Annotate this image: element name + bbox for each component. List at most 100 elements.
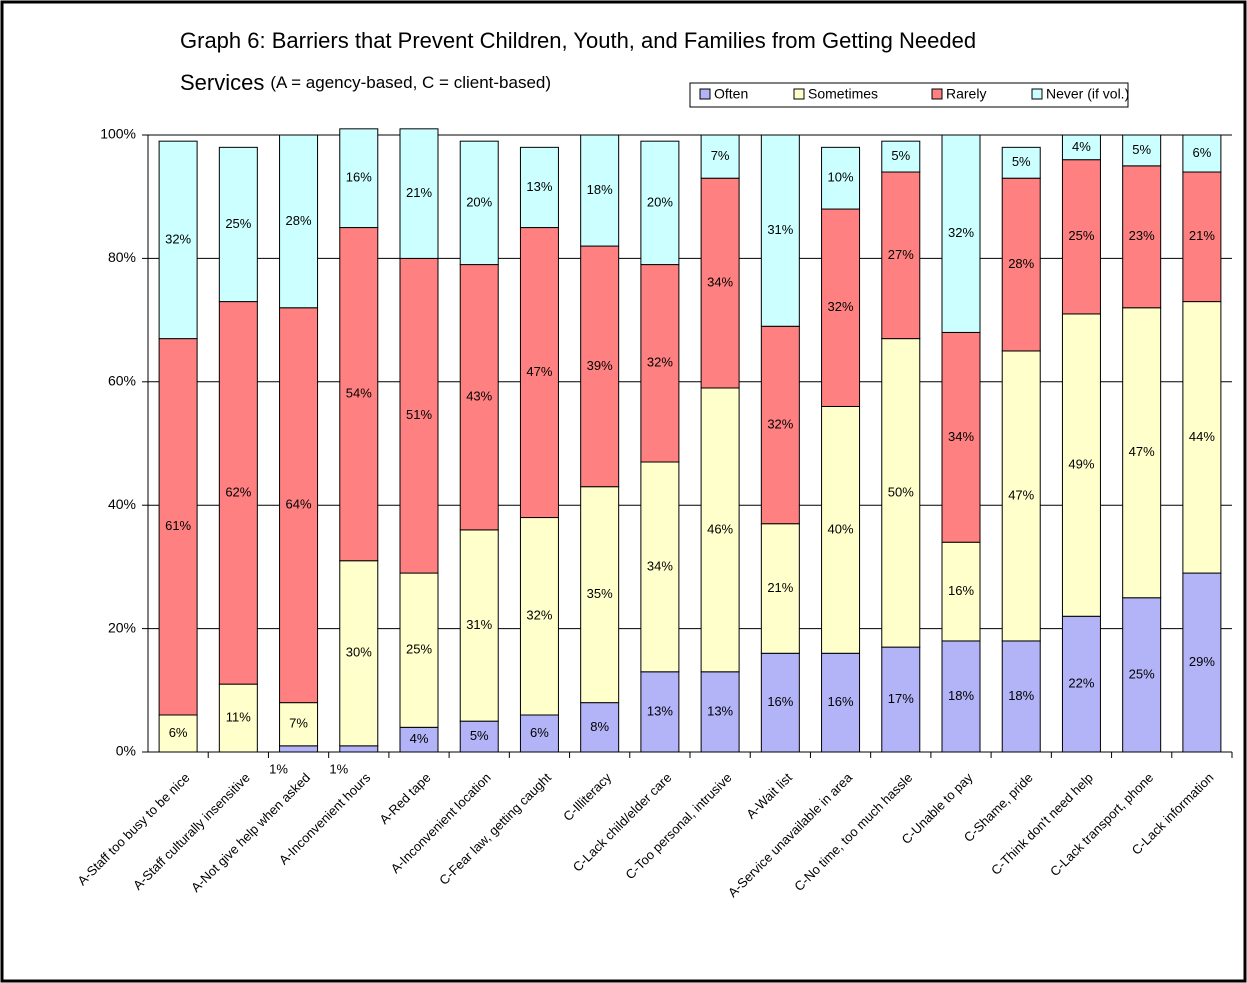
- data-label: 25%: [1068, 228, 1094, 243]
- data-label: 5%: [891, 148, 910, 163]
- legend-box: [689, 82, 1129, 108]
- data-label: 61%: [165, 518, 191, 533]
- data-label: 7%: [711, 148, 730, 163]
- y-tick-label: 60%: [108, 373, 136, 389]
- bar-segment: [881, 338, 921, 648]
- data-label: 32%: [767, 416, 793, 431]
- bar-segment: [1182, 171, 1222, 303]
- bar-segment: [640, 461, 680, 673]
- data-label: 28%: [1008, 256, 1034, 271]
- bar-segment: [1182, 301, 1222, 574]
- data-label: 49%: [1068, 457, 1094, 472]
- bar-segment: [941, 134, 981, 333]
- bar-segment: [700, 387, 740, 673]
- data-label: 4%: [410, 731, 429, 746]
- data-label: 5%: [1132, 142, 1151, 157]
- data-label: 23%: [1129, 228, 1155, 243]
- y-tick-label: 40%: [108, 496, 136, 512]
- data-label: 32%: [948, 225, 974, 240]
- data-label: 34%: [948, 429, 974, 444]
- bar-segment: [1001, 146, 1041, 179]
- data-label: 31%: [466, 617, 492, 632]
- bar-segment: [941, 640, 981, 753]
- bar-segment: [339, 745, 379, 753]
- bar-segment: [218, 146, 258, 303]
- data-label: 13%: [526, 179, 552, 194]
- bar-segment: [1061, 615, 1101, 753]
- data-label: 20%: [466, 194, 492, 209]
- data-label: 32%: [647, 355, 673, 370]
- bar-segment: [1122, 597, 1162, 753]
- bar-segment: [459, 529, 499, 722]
- data-label: 7%: [289, 716, 308, 731]
- data-label: 13%: [707, 703, 733, 718]
- data-label: 35%: [587, 586, 613, 601]
- data-label: 43%: [466, 389, 492, 404]
- data-label: 34%: [707, 275, 733, 290]
- chart-title: Services (A = agency-based, C = client-ba…: [180, 70, 551, 95]
- data-label: 21%: [767, 580, 793, 595]
- legend-label: Sometimes: [808, 86, 878, 102]
- data-label: 13%: [647, 703, 673, 718]
- bar-segment: [399, 257, 439, 574]
- bar-segment: [760, 652, 800, 753]
- data-label: 18%: [948, 688, 974, 703]
- bar-segment: [279, 702, 319, 747]
- bar-segment: [519, 227, 559, 519]
- legend-swatch: [931, 88, 943, 100]
- bar-segment: [821, 208, 861, 407]
- data-label: 32%: [165, 231, 191, 246]
- data-label: 16%: [767, 694, 793, 709]
- bar-segment: [399, 128, 439, 259]
- legend: Often Sometimes Rarely Never (if vol.): [689, 82, 1129, 108]
- data-label: 5%: [470, 728, 489, 743]
- bar-segment: [1122, 165, 1162, 309]
- bar-segment: [1061, 134, 1101, 161]
- data-label: 50%: [888, 484, 914, 499]
- data-label: 6%: [530, 725, 549, 740]
- data-label: 1%: [329, 761, 348, 776]
- bar-segment: [279, 307, 319, 704]
- data-label: 46%: [707, 521, 733, 536]
- bar-segment: [339, 227, 379, 562]
- bar-segment: [279, 745, 319, 753]
- legend-swatch: [793, 88, 805, 100]
- bar-segment: [459, 140, 499, 266]
- bar-segment: [399, 726, 439, 753]
- bar-segment: [279, 134, 319, 309]
- bar-segment: [339, 128, 379, 229]
- data-label: 29%: [1189, 654, 1215, 669]
- data-label: 21%: [1189, 228, 1215, 243]
- data-label: 6%: [1192, 145, 1211, 160]
- chart-subtitle: (A = agency-based, C = client-based): [270, 73, 551, 92]
- data-label: 5%: [1012, 154, 1031, 169]
- data-label: 20%: [647, 194, 673, 209]
- data-label: 54%: [346, 386, 372, 401]
- data-label: 16%: [948, 583, 974, 598]
- data-label: 21%: [406, 185, 432, 200]
- legend-label: Never (if vol.): [1046, 86, 1129, 102]
- bar-segment: [640, 264, 680, 463]
- bar-segment: [700, 134, 740, 179]
- data-label: 31%: [767, 222, 793, 237]
- bar-segment: [519, 146, 559, 229]
- bar-segment: [580, 702, 620, 753]
- bar-segment: [1061, 313, 1101, 617]
- data-label: 22%: [1068, 676, 1094, 691]
- bar-segment: [1182, 134, 1222, 173]
- bar-segment: [158, 140, 198, 340]
- bar-segment: [640, 671, 680, 753]
- y-tick-label: 100%: [100, 126, 136, 142]
- bar-segment: [821, 652, 861, 753]
- bar-segment: [941, 541, 981, 642]
- legend-swatch: [699, 88, 711, 100]
- chart-title: Graph 6: Barriers that Prevent Children,…: [180, 28, 976, 53]
- bar-segment: [1001, 177, 1041, 352]
- data-label: 34%: [647, 558, 673, 573]
- data-label: 25%: [406, 642, 432, 657]
- bar-segment: [218, 683, 258, 753]
- data-label: 25%: [1129, 666, 1155, 681]
- bar-segment: [519, 714, 559, 753]
- data-label: 47%: [1129, 444, 1155, 459]
